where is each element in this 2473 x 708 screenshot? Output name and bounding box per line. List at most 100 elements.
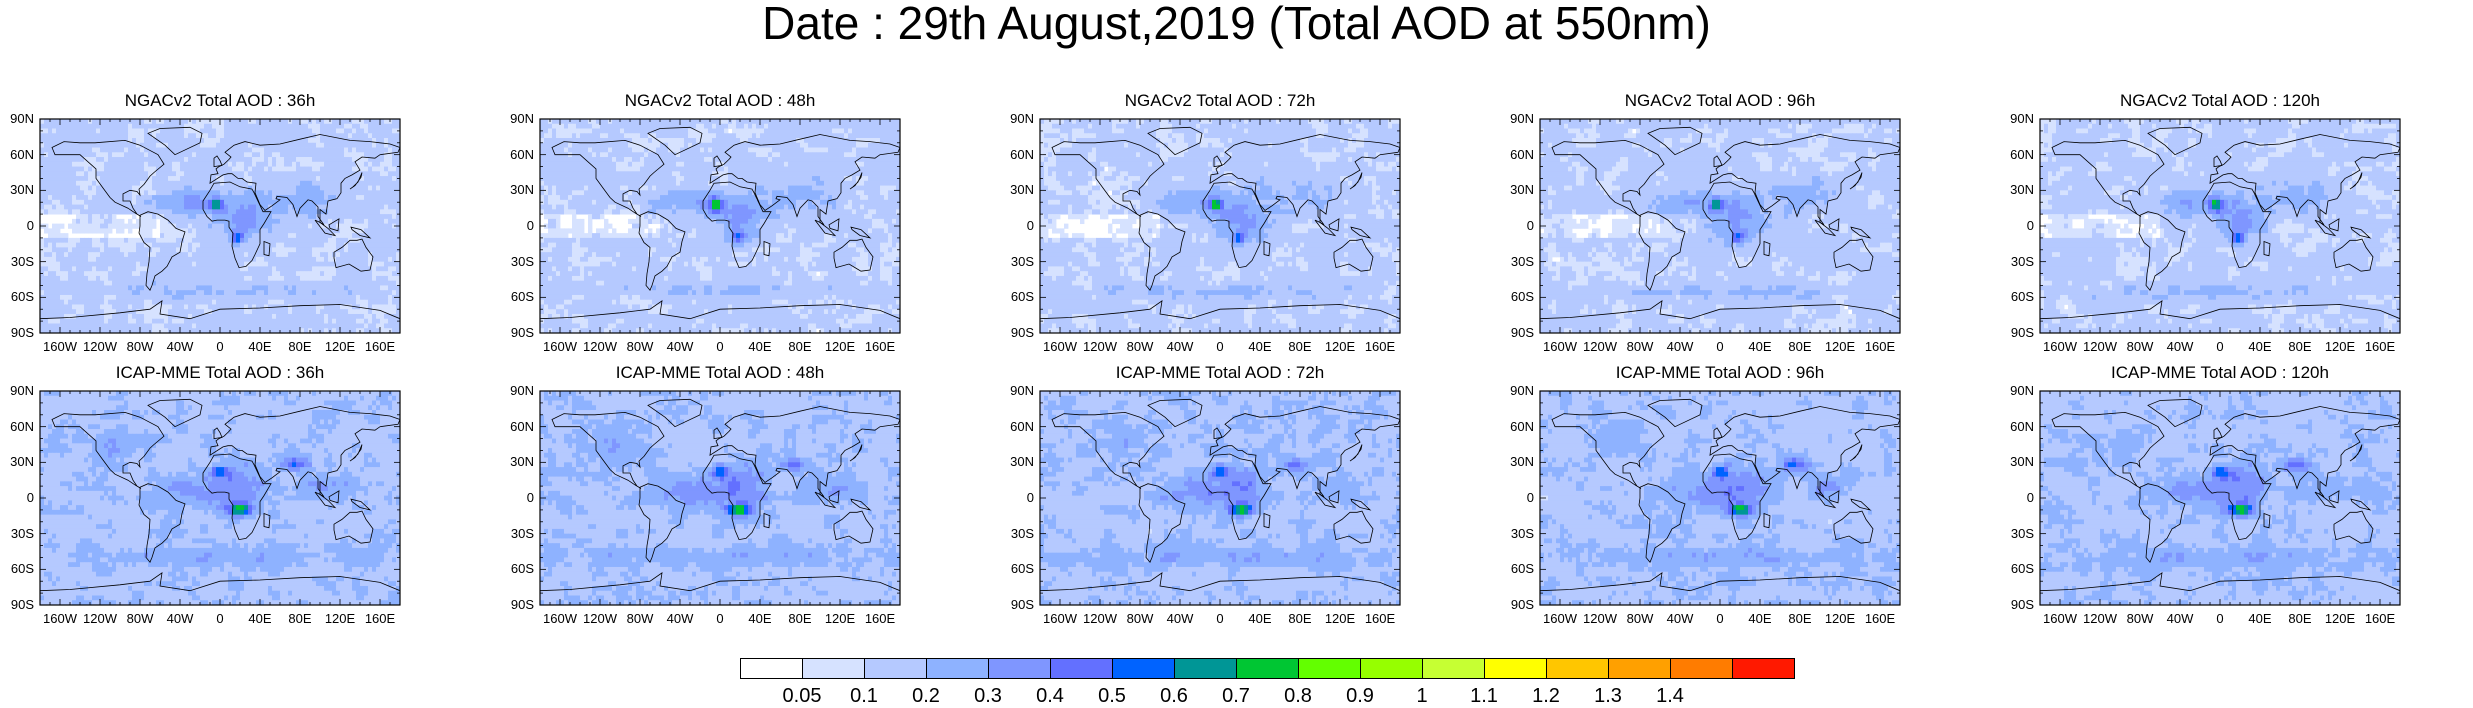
lon-tick-label: 0 <box>698 339 742 354</box>
aod-map <box>1040 119 1400 333</box>
lon-tick-label: 160E <box>358 611 402 626</box>
lat-tick-label: 30N <box>4 454 34 469</box>
lat-tick-label: 60S <box>4 561 34 576</box>
lat-tick-label: 0 <box>1504 218 1534 233</box>
colorbar-label: 0.3 <box>963 685 1013 708</box>
lon-tick-label: 0 <box>2198 339 2242 354</box>
lon-tick-label: 80E <box>2278 611 2322 626</box>
aod-map <box>2040 391 2400 605</box>
lat-tick-label: 30N <box>2004 454 2034 469</box>
lon-tick-label: 160W <box>538 611 582 626</box>
colorbar-swatch <box>988 658 1051 679</box>
lat-tick-label: 30S <box>4 526 34 541</box>
lat-tick-label: 30N <box>4 182 34 197</box>
aod-map <box>1540 119 1900 333</box>
lat-tick-label: 90S <box>504 597 534 612</box>
lat-tick-label: 90N <box>4 111 34 126</box>
lon-tick-label: 40W <box>2158 339 2202 354</box>
aod-field <box>1040 391 1400 605</box>
lat-tick-label: 90N <box>504 383 534 398</box>
lon-tick-label: 40E <box>238 339 282 354</box>
aod-field <box>2040 391 2400 605</box>
lat-tick-label: 90N <box>1504 111 1534 126</box>
lat-tick-label: 30N <box>1004 182 1034 197</box>
lon-tick-label: 0 <box>1698 339 1742 354</box>
colorbar-swatch <box>1422 658 1485 679</box>
aod-field <box>1540 391 1900 605</box>
lat-tick-label: 90S <box>1004 597 1034 612</box>
panel-title: NGACv2 Total AOD : 96h <box>1510 91 1930 111</box>
lon-tick-label: 40W <box>158 611 202 626</box>
lat-tick-label: 90S <box>1504 325 1534 340</box>
lon-tick-label: 40E <box>238 611 282 626</box>
colorbar-swatch <box>1236 658 1299 679</box>
lon-tick-label: 40E <box>1738 611 1782 626</box>
lat-tick-label: 0 <box>1004 490 1034 505</box>
lat-tick-label: 90S <box>1004 325 1034 340</box>
lat-tick-label: 30S <box>1504 526 1534 541</box>
lat-tick-label: 30S <box>504 526 534 541</box>
lon-tick-label: 40E <box>2238 339 2282 354</box>
lon-tick-label: 80W <box>618 339 662 354</box>
colorbar-swatch <box>1050 658 1113 679</box>
lon-tick-label: 0 <box>198 339 242 354</box>
lat-tick-label: 60N <box>504 147 534 162</box>
colorbar-swatch <box>1298 658 1361 679</box>
lon-tick-label: 160W <box>1538 611 1582 626</box>
lon-tick-label: 80W <box>1118 339 1162 354</box>
colorbar-swatch <box>1484 658 1547 679</box>
lon-tick-label: 120W <box>2078 611 2122 626</box>
lat-tick-label: 30S <box>1504 254 1534 269</box>
colorbar-swatch <box>1360 658 1423 679</box>
lon-tick-label: 80W <box>2118 339 2162 354</box>
panel-title: ICAP-MME Total AOD : 48h <box>510 363 930 383</box>
colorbar-swatch <box>864 658 927 679</box>
colorbar-label: 0.4 <box>1025 685 1075 708</box>
lat-tick-label: 30S <box>4 254 34 269</box>
lon-tick-label: 160E <box>1358 611 1402 626</box>
colorbar-label: 0.8 <box>1273 685 1323 708</box>
lon-tick-label: 40W <box>158 339 202 354</box>
lon-tick-label: 0 <box>1198 611 1242 626</box>
lat-tick-label: 30N <box>504 182 534 197</box>
lat-tick-label: 90S <box>4 325 34 340</box>
aod-field <box>540 119 900 333</box>
lat-tick-label: 60S <box>1004 561 1034 576</box>
lon-tick-label: 80E <box>278 611 322 626</box>
lon-tick-label: 120W <box>1578 611 1622 626</box>
figure-title: Date : 29th August,2019 (Total AOD at 55… <box>0 0 2473 46</box>
lon-tick-label: 0 <box>198 611 242 626</box>
lon-tick-label: 160W <box>38 339 82 354</box>
colorbar-swatch <box>1112 658 1175 679</box>
lat-tick-label: 60S <box>1504 289 1534 304</box>
colorbar-swatch <box>926 658 989 679</box>
panel-title: ICAP-MME Total AOD : 36h <box>10 363 430 383</box>
lon-tick-label: 80E <box>1278 611 1322 626</box>
lon-tick-label: 120E <box>818 611 862 626</box>
lon-tick-label: 120W <box>1578 339 1622 354</box>
lon-tick-label: 160W <box>2038 611 2082 626</box>
colorbar-swatch <box>802 658 865 679</box>
panel-title: NGACv2 Total AOD : 36h <box>10 91 430 111</box>
lat-tick-label: 90S <box>4 597 34 612</box>
lat-tick-label: 90N <box>1004 111 1034 126</box>
lat-tick-label: 0 <box>4 490 34 505</box>
lon-tick-label: 80E <box>1778 339 1822 354</box>
aod-map <box>540 119 900 333</box>
lon-tick-label: 40E <box>1238 339 1282 354</box>
lon-tick-label: 160W <box>38 611 82 626</box>
aod-map <box>2040 119 2400 333</box>
lon-tick-label: 160E <box>1858 611 1902 626</box>
panel-title: ICAP-MME Total AOD : 96h <box>1510 363 1930 383</box>
lon-tick-label: 0 <box>698 611 742 626</box>
lat-tick-label: 90S <box>504 325 534 340</box>
colorbar-swatch <box>1174 658 1237 679</box>
aod-map <box>1540 391 1900 605</box>
colorbar-label: 0.9 <box>1335 685 1385 708</box>
lon-tick-label: 40E <box>2238 611 2282 626</box>
